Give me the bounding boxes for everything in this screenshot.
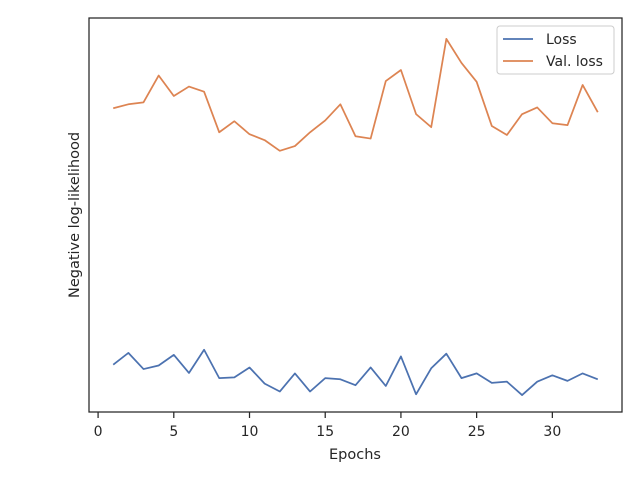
x-tick-label: 20 xyxy=(392,424,410,440)
legend-label-val-loss: Val. loss xyxy=(546,54,603,70)
x-tick-label: 15 xyxy=(316,424,334,440)
x-tick-label: 10 xyxy=(241,424,259,440)
legend-box xyxy=(496,25,615,75)
legend: Loss Val. loss xyxy=(496,25,615,75)
series-line-val-loss xyxy=(113,38,599,152)
x-axis-label: Epochs xyxy=(329,447,381,463)
x-tick-label: 25 xyxy=(468,424,486,440)
series-line-loss xyxy=(112,348,599,396)
x-axis-ticks: 0 5 10 15 20 25 30 xyxy=(94,412,561,440)
x-tick-label: 30 xyxy=(543,424,561,440)
x-tick-label: 0 xyxy=(94,424,103,440)
x-tick-label: 5 xyxy=(169,424,178,440)
y-axis-label: Negative log-likelihood xyxy=(67,132,83,298)
legend-label-loss: Loss xyxy=(546,32,577,48)
plot-frame xyxy=(88,17,623,413)
series-layer xyxy=(112,38,599,396)
